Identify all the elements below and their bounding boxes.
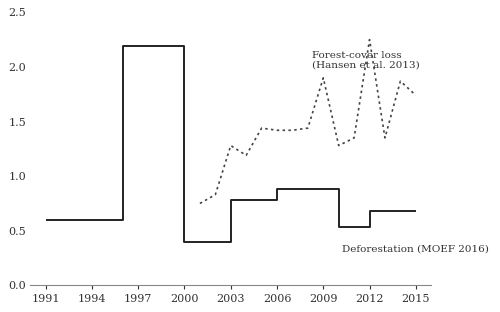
Text: Forest-cover loss
(Hansen et al. 2013): Forest-cover loss (Hansen et al. 2013) bbox=[312, 51, 420, 70]
Text: Deforestation (MOEF 2016): Deforestation (MOEF 2016) bbox=[342, 245, 488, 254]
